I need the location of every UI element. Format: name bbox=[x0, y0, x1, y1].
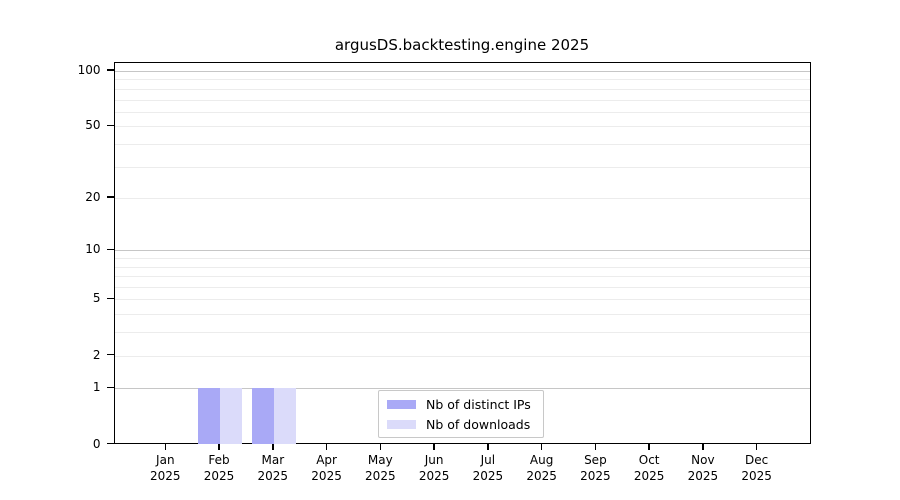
y-tick-mark bbox=[106, 69, 114, 71]
legend-label-distinct-ips: Nb of distinct IPs bbox=[426, 396, 531, 412]
y-tick-mark bbox=[106, 248, 114, 251]
y-tick-label: 0 bbox=[92, 436, 101, 451]
y-tick-mark bbox=[106, 297, 114, 300]
x-tick-mark bbox=[433, 443, 435, 450]
x-tick-label: Oct 2025 bbox=[633, 452, 665, 484]
x-tick-mark bbox=[487, 443, 489, 450]
y-tick-mark bbox=[106, 196, 114, 198]
plot-area bbox=[113, 61, 811, 445]
minor-gridline bbox=[114, 355, 810, 357]
x-tick-label: Feb 2025 bbox=[203, 452, 235, 484]
y-tick-mark bbox=[106, 124, 114, 127]
minor-gridline bbox=[114, 332, 810, 334]
x-tick-mark bbox=[755, 443, 758, 450]
major-gridline bbox=[114, 70, 810, 72]
x-tick-mark bbox=[379, 443, 382, 450]
x-tick-mark bbox=[648, 443, 650, 450]
x-tick-mark bbox=[702, 443, 704, 450]
x-tick-mark bbox=[164, 443, 167, 450]
minor-gridline bbox=[114, 266, 810, 268]
legend-label-downloads: Nb of downloads bbox=[426, 416, 531, 432]
minor-gridline bbox=[114, 258, 810, 260]
bar-downloads bbox=[220, 388, 242, 445]
y-tick-label: 50 bbox=[85, 118, 101, 133]
minor-gridline bbox=[114, 143, 810, 145]
minor-gridline bbox=[114, 299, 810, 301]
x-tick-mark bbox=[540, 443, 543, 450]
bar-distinct-ips bbox=[198, 388, 221, 445]
major-gridline bbox=[114, 388, 810, 390]
minor-gridline bbox=[114, 99, 810, 101]
x-tick-label: Mar 2025 bbox=[257, 452, 289, 484]
bar-downloads bbox=[273, 388, 296, 445]
y-tick-mark bbox=[106, 386, 114, 389]
x-tick-mark bbox=[325, 443, 328, 450]
legend: Nb of distinct IPs Nb of downloads bbox=[378, 390, 544, 438]
x-tick-label: Jan 2025 bbox=[150, 452, 181, 484]
x-tick-label: Aug 2025 bbox=[526, 452, 557, 484]
minor-gridline bbox=[114, 111, 810, 113]
minor-gridline bbox=[114, 276, 810, 278]
bar-distinct-ips bbox=[252, 388, 274, 445]
y-tick-label: 100 bbox=[77, 62, 101, 77]
y-tick-label: 5 bbox=[92, 291, 101, 306]
x-tick-label: Nov 2025 bbox=[687, 452, 719, 484]
minor-gridline bbox=[114, 166, 810, 168]
major-gridline bbox=[114, 250, 810, 252]
minor-gridline bbox=[114, 79, 810, 81]
minor-gridline bbox=[114, 314, 810, 316]
x-tick-label: Jun 2025 bbox=[418, 452, 450, 484]
y-tick-mark bbox=[106, 353, 114, 356]
minor-gridline bbox=[114, 287, 810, 289]
chart-title: argusDS.backtesting.engine 2025 bbox=[334, 36, 590, 54]
minor-gridline bbox=[114, 198, 810, 200]
x-tick-label: Dec 2025 bbox=[741, 452, 772, 484]
y-tick-label: 1 bbox=[92, 380, 101, 395]
y-tick-label: 20 bbox=[85, 190, 101, 205]
x-tick-label: Sep 2025 bbox=[580, 452, 611, 484]
x-tick-label: Apr 2025 bbox=[311, 452, 342, 484]
legend-item-downloads: Nb of downloads bbox=[387, 417, 543, 432]
x-tick-mark bbox=[594, 443, 597, 450]
downloads-swatch-icon bbox=[387, 419, 416, 429]
x-tick-label: May 2025 bbox=[365, 452, 396, 484]
legend-item-distinct-ips: Nb of distinct IPs bbox=[387, 397, 543, 412]
minor-gridline bbox=[114, 126, 810, 128]
y-tick-label: 2 bbox=[92, 347, 101, 362]
y-tick-mark bbox=[106, 442, 114, 445]
x-tick-label: Jul 2025 bbox=[472, 452, 504, 484]
minor-gridline bbox=[114, 88, 810, 90]
distinct-ips-swatch-icon bbox=[387, 399, 416, 409]
y-tick-label: 10 bbox=[85, 242, 101, 257]
